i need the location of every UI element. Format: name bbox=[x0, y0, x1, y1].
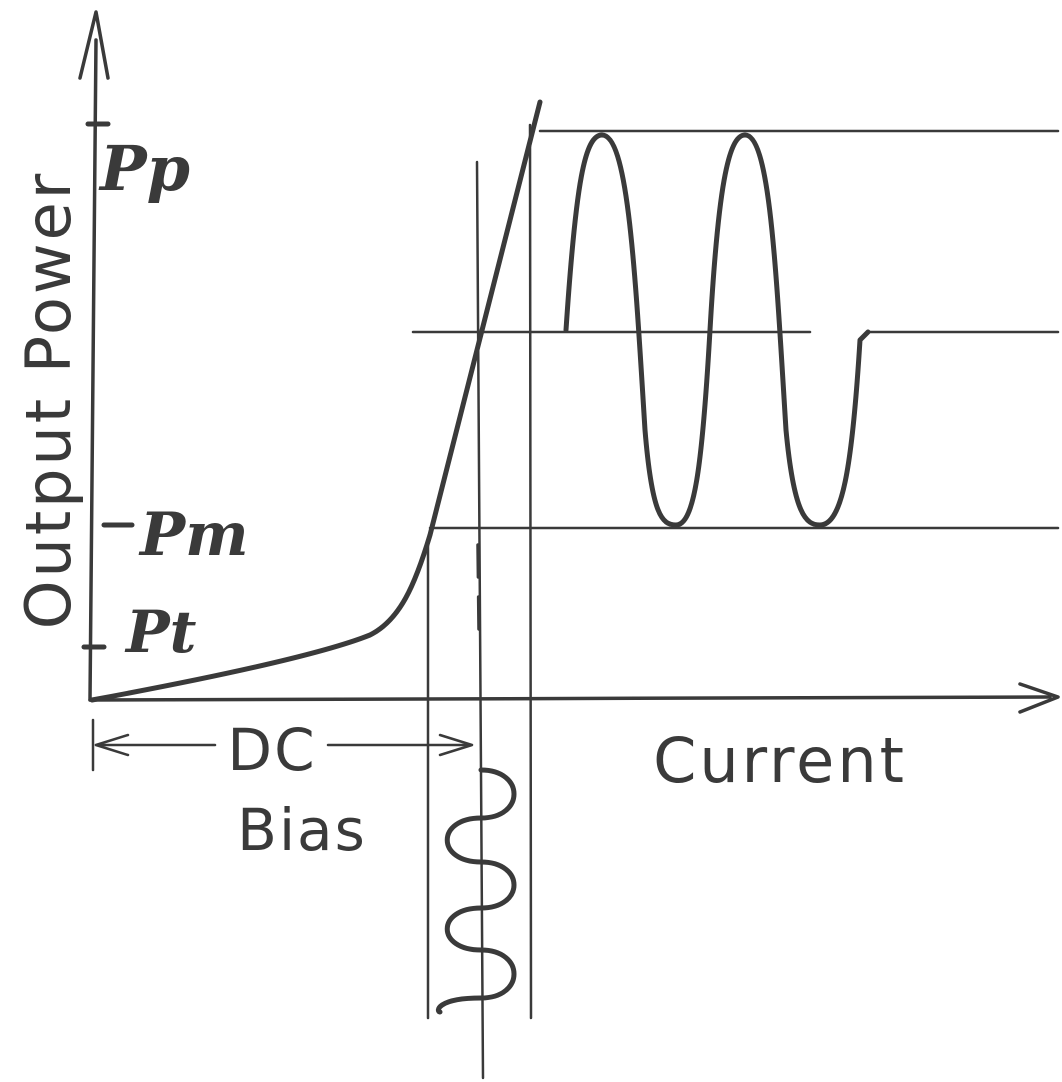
li-curve bbox=[89, 99, 543, 703]
vline-right bbox=[528, 123, 533, 1020]
output-waveform bbox=[563, 132, 871, 528]
peak-power-label: Pp bbox=[98, 132, 190, 205]
y-axis-label: Output Power bbox=[12, 171, 85, 630]
bias-dash-marker bbox=[476, 543, 481, 632]
bias-label: Bias bbox=[237, 796, 367, 864]
x-axis-label: Current bbox=[653, 724, 907, 797]
dc-bias-dimension bbox=[91, 718, 474, 772]
x-axis bbox=[88, 682, 1060, 714]
threshold-power-label: Pt bbox=[124, 598, 197, 666]
mid-power-label: Pm bbox=[138, 500, 249, 570]
dc-label: DC bbox=[227, 716, 316, 784]
y-axis bbox=[78, 10, 110, 702]
input-current-waveform bbox=[435, 767, 517, 1015]
